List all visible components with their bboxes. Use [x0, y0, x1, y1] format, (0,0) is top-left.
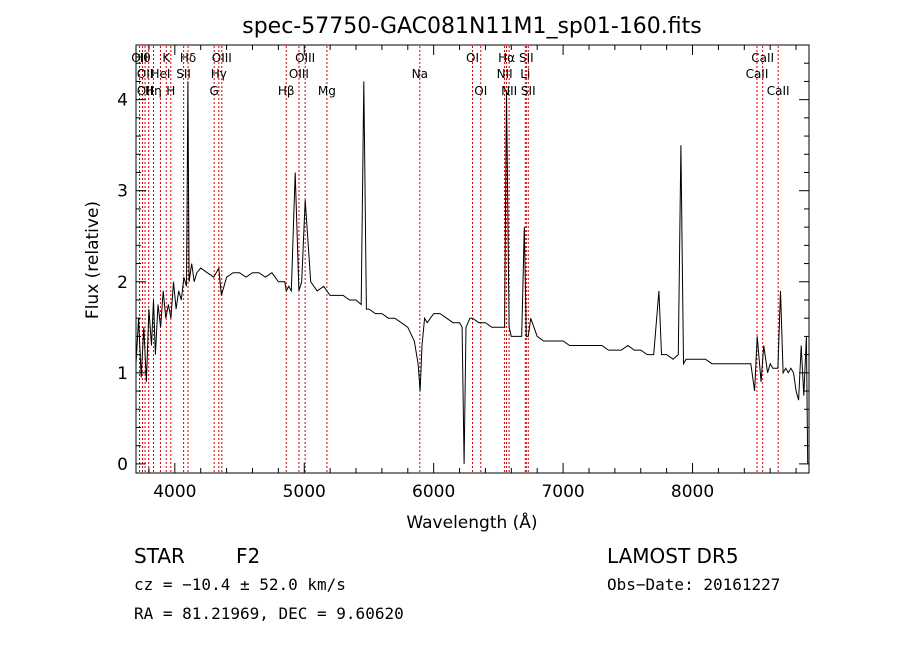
- line-marker-label: Na: [412, 67, 428, 81]
- line-marker-label: SII: [519, 51, 534, 65]
- y-axis-label: Flux (relative): [83, 201, 103, 319]
- line-marker-label: Mg: [318, 84, 336, 98]
- y-tick-label: 2: [117, 273, 128, 293]
- x-tick-label: 4000: [153, 482, 196, 502]
- line-marker-label: OIII: [295, 51, 315, 65]
- line-marker-label: Hγ: [211, 67, 227, 81]
- line-marker-label: OII: [131, 51, 148, 65]
- line-marker-label: Hδ: [180, 51, 196, 65]
- line-marker-label: HeI: [150, 67, 170, 81]
- line-marker-label: Hη: [145, 84, 162, 98]
- line-label-group: OIIHθOIIOIIHηHeIKHSIIHδGHγOIIIHβOIIIOIII…: [131, 51, 789, 98]
- line-marker-group: [138, 46, 779, 472]
- line-marker-label: CaII: [746, 67, 769, 81]
- x-axis-label: Wavelength (Å): [406, 511, 537, 533]
- y-tick-label: 1: [117, 364, 128, 384]
- line-marker-label: CaII: [767, 84, 790, 98]
- line-marker-label: OII: [137, 84, 154, 98]
- x-tick-label: 6000: [412, 482, 455, 502]
- line-marker-label: H: [166, 84, 175, 98]
- x-axis: 4000 5000 6000 7000 8000: [148, 45, 797, 502]
- x-tick-label: 8000: [671, 482, 714, 502]
- spectrum-series-line: [135, 81, 809, 464]
- plot-frame: [135, 44, 810, 474]
- x-tick-label: 7000: [541, 482, 584, 502]
- y-tick-label: 3: [117, 182, 128, 202]
- line-marker-label: SII: [176, 67, 191, 81]
- line-marker-label: Li: [520, 67, 530, 81]
- line-marker-label: SII: [521, 84, 536, 98]
- line-marker-label: OIII: [212, 51, 232, 65]
- line-marker-label: OI: [474, 84, 487, 98]
- survey-name: LAMOST DR5: [607, 544, 739, 568]
- chart-title: spec-57750-GAC081N11M1_sp01-160.fits: [242, 14, 702, 39]
- line-marker-label: NII: [497, 67, 513, 81]
- line-marker-label: Hα: [498, 51, 515, 65]
- x-tick-label: 5000: [283, 482, 326, 502]
- line-marker-label: OI: [466, 51, 479, 65]
- y-tick-label: 4: [117, 91, 128, 111]
- obs-date: Obs−Date: 20161227: [607, 575, 780, 594]
- line-marker-label: Hβ: [278, 84, 295, 98]
- line-marker-label: OII: [137, 67, 154, 81]
- redshift-info: cz = −10.4 ± 52.0 km/s: [134, 575, 346, 594]
- y-axis: 0 1 2 3 4: [117, 62, 809, 475]
- line-marker-label: OIII: [289, 67, 309, 81]
- coordinates: RA = 81.21969, DEC = 9.60620: [134, 604, 404, 623]
- line-marker-label: Hθ: [134, 51, 150, 65]
- line-marker-label: CaII: [751, 51, 774, 65]
- line-marker-label: NII: [501, 84, 517, 98]
- line-marker-label: K: [162, 51, 171, 65]
- y-tick-label: 0: [117, 455, 128, 475]
- object-class: STAR: [134, 544, 185, 568]
- object-subclass: F2: [236, 544, 260, 568]
- line-marker-label: G: [210, 84, 219, 98]
